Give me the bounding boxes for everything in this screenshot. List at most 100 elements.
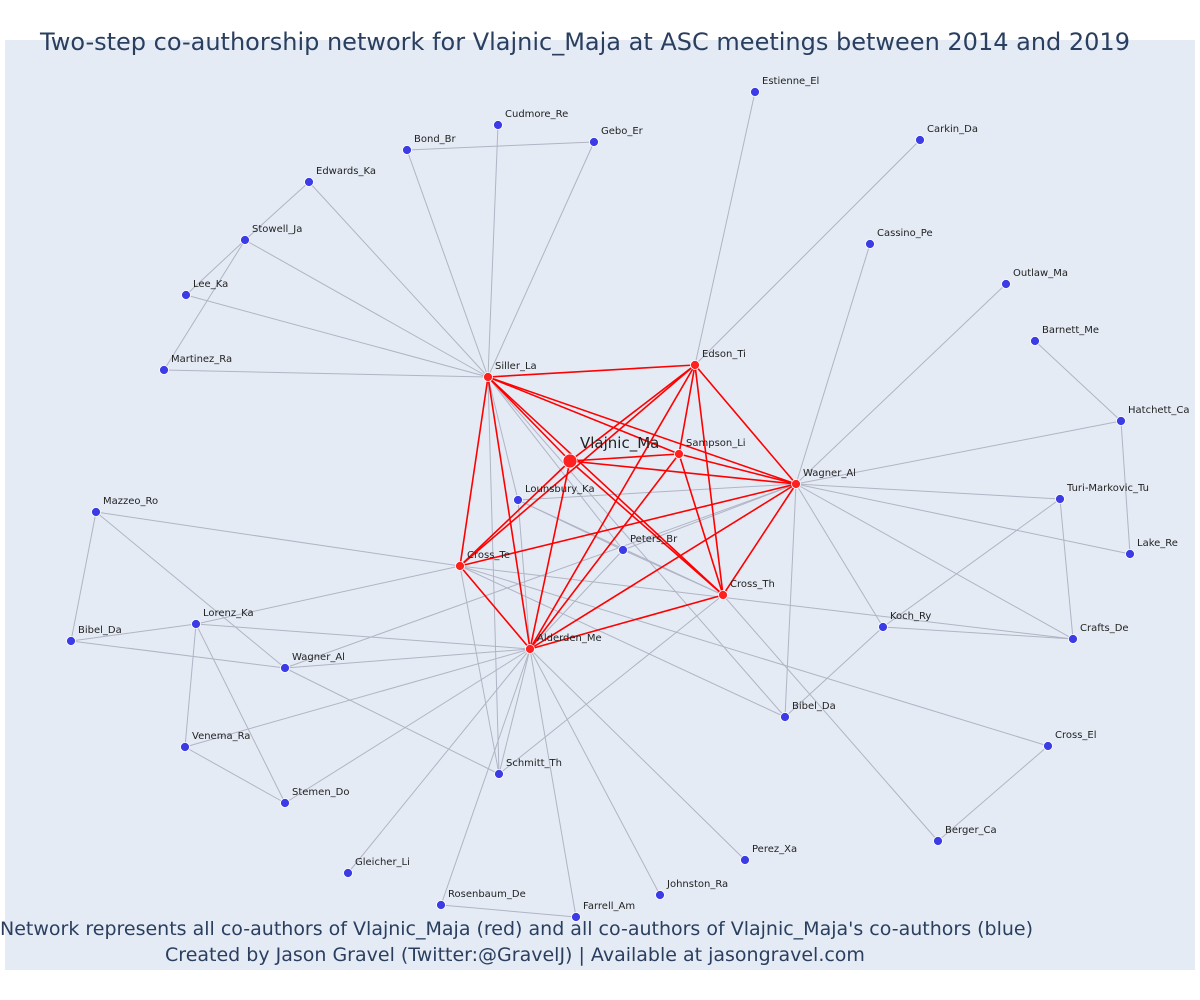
node-label-crossel: Cross_El xyxy=(1055,730,1097,741)
node-cassino[interactable] xyxy=(865,239,875,249)
edge-lorenz-stemen xyxy=(195,623,286,804)
edge-edson-crosste xyxy=(459,364,696,567)
edge-siller-stowell xyxy=(244,239,489,378)
edge-wagner1-crossth xyxy=(722,483,797,596)
node-label-mazzeo: Mazzeo_Ro xyxy=(103,496,158,507)
node-perez[interactable] xyxy=(740,855,750,865)
node-label-lounsbury: Lounsbury_Ka xyxy=(525,484,595,495)
node-crossel[interactable] xyxy=(1043,741,1053,751)
node-gleicher[interactable] xyxy=(343,868,353,878)
edge-vlajnic-siller xyxy=(487,376,571,462)
node-label-farrell: Farrell_Am xyxy=(583,901,635,912)
node-label-cassino: Cassino_Pe xyxy=(877,228,933,239)
edge-alderden-wagner2 xyxy=(284,648,531,669)
edge-koch-crafts xyxy=(882,626,1074,640)
edge-stowell-edwards xyxy=(244,181,310,241)
edge-lounsbury-peters xyxy=(517,499,624,551)
node-label-lake: Lake_Re xyxy=(1137,538,1178,549)
node-estienne[interactable] xyxy=(750,87,760,97)
edge-alderden-johnston xyxy=(529,648,661,896)
edge-wagner1-peters xyxy=(622,483,797,551)
node-label-bibel2: Bibel_Da xyxy=(78,625,122,636)
edge-siller-peters xyxy=(487,376,624,551)
node-label-bibel1: Bibel_Da xyxy=(792,701,836,712)
node-vlajnic[interactable] xyxy=(562,453,578,469)
node-crosste[interactable] xyxy=(455,561,465,571)
node-cudmore[interactable] xyxy=(493,120,503,130)
node-label-edson: Edson_Ti xyxy=(702,349,746,360)
node-lounsbury[interactable] xyxy=(513,495,523,505)
node-label-crossth: Cross_Th xyxy=(730,579,775,590)
node-label-outlaw: Outlaw_Ma xyxy=(1013,268,1068,279)
node-label-cudmore: Cudmore_Re xyxy=(505,109,568,120)
node-martinez[interactable] xyxy=(159,365,169,375)
node-koch[interactable] xyxy=(878,622,888,632)
node-johnston[interactable] xyxy=(655,890,665,900)
edge-crossth-berger xyxy=(722,594,939,842)
node-wagner1[interactable] xyxy=(791,479,801,489)
edge-wagner1-lake xyxy=(795,483,1131,555)
node-rosenbaum[interactable] xyxy=(436,900,446,910)
node-wagner2[interactable] xyxy=(280,663,290,673)
node-schmitt[interactable] xyxy=(494,769,504,779)
edge-siller-cudmore xyxy=(487,124,499,378)
edge-alderden-schmitt xyxy=(498,648,531,775)
edge-bibel2-wagner2 xyxy=(70,640,286,669)
chart-title: Two-step co-authorship network for Vlajn… xyxy=(40,28,1130,56)
edge-alderden-perez xyxy=(529,648,746,861)
node-gebo[interactable] xyxy=(589,137,599,147)
edge-siller-edwards xyxy=(308,181,489,378)
node-edwards[interactable] xyxy=(304,177,314,187)
edge-vlajnic-wagner1 xyxy=(569,460,797,485)
edge-wagner2-schmitt xyxy=(284,667,500,775)
node-hatchett[interactable] xyxy=(1116,416,1126,426)
node-lake[interactable] xyxy=(1125,549,1135,559)
node-barnett[interactable] xyxy=(1030,336,1040,346)
node-label-edwards: Edwards_Ka xyxy=(316,166,376,177)
edge-rosenbaum-farrell xyxy=(440,904,577,918)
node-stowell[interactable] xyxy=(240,235,250,245)
edge-wagner1-cassino xyxy=(795,243,871,485)
edge-barnett-hatchett xyxy=(1034,340,1122,422)
node-outlaw[interactable] xyxy=(1001,279,1011,289)
edge-alderden-farrell xyxy=(529,648,577,918)
edge-vlajnic-edson xyxy=(569,364,696,462)
node-stemen[interactable] xyxy=(280,798,290,808)
node-crafts[interactable] xyxy=(1068,634,1078,644)
edge-wagner1-koch xyxy=(795,483,884,628)
node-berger[interactable] xyxy=(933,836,943,846)
node-label-crafts: Crafts_De xyxy=(1080,623,1129,634)
node-bond[interactable] xyxy=(402,145,412,155)
edge-koch-bibel1 xyxy=(784,626,884,718)
edge-edson-sampson xyxy=(678,364,696,455)
node-mazzeo[interactable] xyxy=(91,507,101,517)
edge-siller-crossth xyxy=(487,376,724,596)
node-lee[interactable] xyxy=(181,290,191,300)
edge-crosste-schmitt xyxy=(459,565,500,775)
node-crossth[interactable] xyxy=(718,590,728,600)
node-venema[interactable] xyxy=(180,742,190,752)
node-alderden[interactable] xyxy=(525,644,535,654)
node-label-siller: Siller_La xyxy=(495,361,537,372)
node-label-lorenz: Lorenz_Ka xyxy=(203,608,254,619)
edge-stowell-martinez xyxy=(163,239,246,371)
node-lorenz[interactable] xyxy=(191,619,201,629)
node-sampson[interactable] xyxy=(674,449,684,459)
node-carkin[interactable] xyxy=(915,135,925,145)
node-farrell[interactable] xyxy=(571,912,581,922)
edge-wagner1-hatchett xyxy=(795,420,1122,485)
edge-wagner1-turi xyxy=(795,483,1061,500)
node-peters[interactable] xyxy=(618,545,628,555)
node-label-lee: Lee_Ka xyxy=(193,279,228,290)
node-label-wagner2: Wagner_Al xyxy=(292,652,345,663)
node-edson[interactable] xyxy=(690,360,700,370)
node-label-alderden: Alderden_Me xyxy=(537,633,602,644)
node-bibel1[interactable] xyxy=(780,712,790,722)
edge-siller-schmitt xyxy=(487,376,500,775)
edge-edson-alderden xyxy=(529,364,696,650)
node-turi[interactable] xyxy=(1055,494,1065,504)
edge-stowell-lee xyxy=(185,239,246,296)
edge-siller-bond xyxy=(406,149,489,378)
node-bibel2[interactable] xyxy=(66,636,76,646)
node-siller[interactable] xyxy=(483,372,493,382)
